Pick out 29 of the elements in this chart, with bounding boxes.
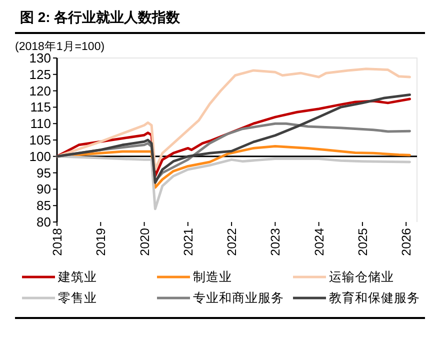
y-tick-label: 85 (36, 198, 51, 214)
y-tick-label: 100 (29, 148, 51, 164)
x-tick-label: 2023 (268, 228, 283, 256)
legend-label: 制造业 (193, 270, 232, 284)
x-tick-label: 2018 (50, 228, 64, 256)
x-tick-label: 2024 (312, 228, 326, 256)
x-tick-label: 2026 (400, 228, 414, 256)
chart-title: 图 2: 各行业就业人数指数 (20, 9, 182, 25)
y-tick-label: 125 (29, 66, 51, 82)
legend-label: 运输仓储业 (329, 270, 394, 284)
legend-label: 专业和商业服务 (193, 291, 284, 305)
x-tick-label: 2020 (138, 228, 152, 256)
y-tick-label: 80 (36, 214, 51, 230)
x-tick-label: 2021 (181, 228, 196, 256)
legend-label: 建筑业 (57, 270, 97, 284)
y-tick-label: 120 (29, 83, 51, 98)
x-tick-label: 2025 (356, 228, 370, 256)
legend-label: 教育和保健服务 (329, 290, 420, 305)
y-tick-label: 95 (36, 165, 51, 180)
y-tick-label: 105 (29, 132, 51, 148)
y-tick-label: 90 (36, 182, 51, 197)
x-tick-label: 2022 (225, 228, 240, 256)
y-axis-title: (2018年1月=100) (15, 40, 105, 53)
line-series (56, 68, 411, 171)
y-tick-label: 130 (29, 50, 51, 66)
y-tick-label: 110 (30, 116, 51, 132)
legend-label: 零售业 (58, 291, 97, 305)
y-tick-label: 115 (30, 100, 51, 115)
x-tick-label: 2019 (94, 228, 108, 256)
